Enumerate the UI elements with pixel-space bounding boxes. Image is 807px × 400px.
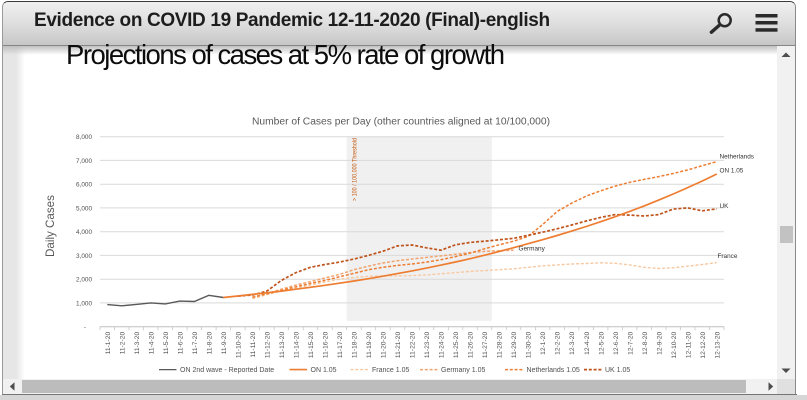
- svg-text:> 100 / 100,000 Threshold: > 100 / 100,000 Threshold: [352, 138, 359, 201]
- svg-text:11-18-20: 11-18-20: [352, 332, 359, 359]
- svg-text:12-6-20: 12-6-20: [613, 332, 620, 355]
- svg-text:France: France: [718, 253, 738, 260]
- svg-text:11-13-20: 11-13-20: [279, 332, 286, 359]
- svg-text:1,000: 1,000: [76, 300, 92, 307]
- svg-text:3,000: 3,000: [76, 253, 92, 260]
- svg-text:Number of Cases per Day (other: Number of Cases per Day (other countries…: [252, 117, 550, 128]
- svg-text:11-23-20: 11-23-20: [424, 332, 431, 359]
- svg-text:Germany: Germany: [519, 246, 546, 253]
- svg-text:11-25-20: 11-25-20: [453, 332, 460, 359]
- svg-text:Germany 1.05: Germany 1.05: [441, 367, 485, 374]
- svg-text:-: -: [84, 324, 86, 331]
- svg-text:12-12-20: 12-12-20: [700, 332, 707, 359]
- svg-text:12-13-20: 12-13-20: [714, 332, 721, 359]
- svg-text:ON 1.05: ON 1.05: [720, 168, 744, 175]
- svg-text:Daily Cases: Daily Cases: [44, 195, 57, 257]
- svg-text:11-2-20: 11-2-20: [119, 332, 126, 355]
- svg-text:12-7-20: 12-7-20: [627, 332, 634, 355]
- svg-text:Netherlands 1.05: Netherlands 1.05: [527, 367, 580, 374]
- svg-text:11-21-20: 11-21-20: [395, 332, 402, 359]
- svg-text:11-12-20: 11-12-20: [265, 332, 272, 359]
- svg-text:11-7-20: 11-7-20: [192, 332, 199, 355]
- svg-text:11-30-20: 11-30-20: [526, 332, 533, 359]
- svg-text:Netherlands: Netherlands: [720, 154, 754, 161]
- svg-text:7,000: 7,000: [76, 158, 92, 165]
- svg-text:ON 1.05: ON 1.05: [311, 367, 337, 374]
- svg-text:12-5-20: 12-5-20: [598, 332, 605, 355]
- svg-text:UK: UK: [720, 203, 730, 210]
- svg-text:France 1.05: France 1.05: [372, 367, 409, 374]
- svg-text:12-2-20: 12-2-20: [555, 332, 562, 355]
- svg-text:11-26-20: 11-26-20: [468, 332, 475, 359]
- svg-text:4,000: 4,000: [76, 229, 92, 236]
- svg-text:11-24-20: 11-24-20: [439, 332, 446, 359]
- svg-text:12-3-20: 12-3-20: [569, 332, 576, 355]
- svg-text:8,000: 8,000: [76, 134, 92, 141]
- svg-text:12-8-20: 12-8-20: [642, 332, 649, 355]
- svg-text:11-29-20: 11-29-20: [511, 332, 518, 359]
- svg-text:ON 2nd wave - Reported Date: ON 2nd wave - Reported Date: [180, 367, 274, 374]
- svg-text:Projections of cases at 5% rat: Projections of cases at 5% rate of growt…: [66, 39, 505, 70]
- svg-text:12-4-20: 12-4-20: [584, 332, 591, 355]
- svg-text:6,000: 6,000: [76, 182, 92, 189]
- svg-text:11-4-20: 11-4-20: [148, 332, 155, 355]
- svg-text:5,000: 5,000: [76, 205, 92, 212]
- svg-text:11-6-20: 11-6-20: [177, 332, 184, 355]
- svg-text:12-11-20: 12-11-20: [685, 332, 692, 359]
- svg-text:11-9-20: 11-9-20: [221, 332, 228, 355]
- svg-text:11-22-20: 11-22-20: [410, 332, 417, 359]
- svg-text:11-1-20: 11-1-20: [105, 332, 112, 355]
- svg-text:11-14-20: 11-14-20: [294, 332, 301, 359]
- svg-text:2,000: 2,000: [76, 277, 92, 284]
- svg-text:12-1-20: 12-1-20: [540, 332, 547, 355]
- svg-text:11-5-20: 11-5-20: [163, 332, 170, 355]
- svg-text:12-10-20: 12-10-20: [671, 332, 678, 359]
- svg-text:11-3-20: 11-3-20: [134, 332, 141, 355]
- svg-text:11-8-20: 11-8-20: [206, 332, 213, 355]
- svg-text:11-10-20: 11-10-20: [236, 332, 243, 359]
- svg-text:11-17-20: 11-17-20: [337, 332, 344, 359]
- svg-text:12-9-20: 12-9-20: [656, 332, 663, 355]
- svg-text:11-19-20: 11-19-20: [366, 332, 373, 359]
- svg-text:11-11-20: 11-11-20: [250, 332, 257, 358]
- svg-text:11-27-20: 11-27-20: [482, 332, 489, 359]
- svg-text:UK 1.05: UK 1.05: [605, 367, 630, 374]
- svg-text:11-28-20: 11-28-20: [497, 332, 504, 359]
- svg-text:11-15-20: 11-15-20: [308, 332, 315, 359]
- svg-text:11-16-20: 11-16-20: [323, 332, 330, 359]
- svg-text:11-20-20: 11-20-20: [381, 332, 388, 359]
